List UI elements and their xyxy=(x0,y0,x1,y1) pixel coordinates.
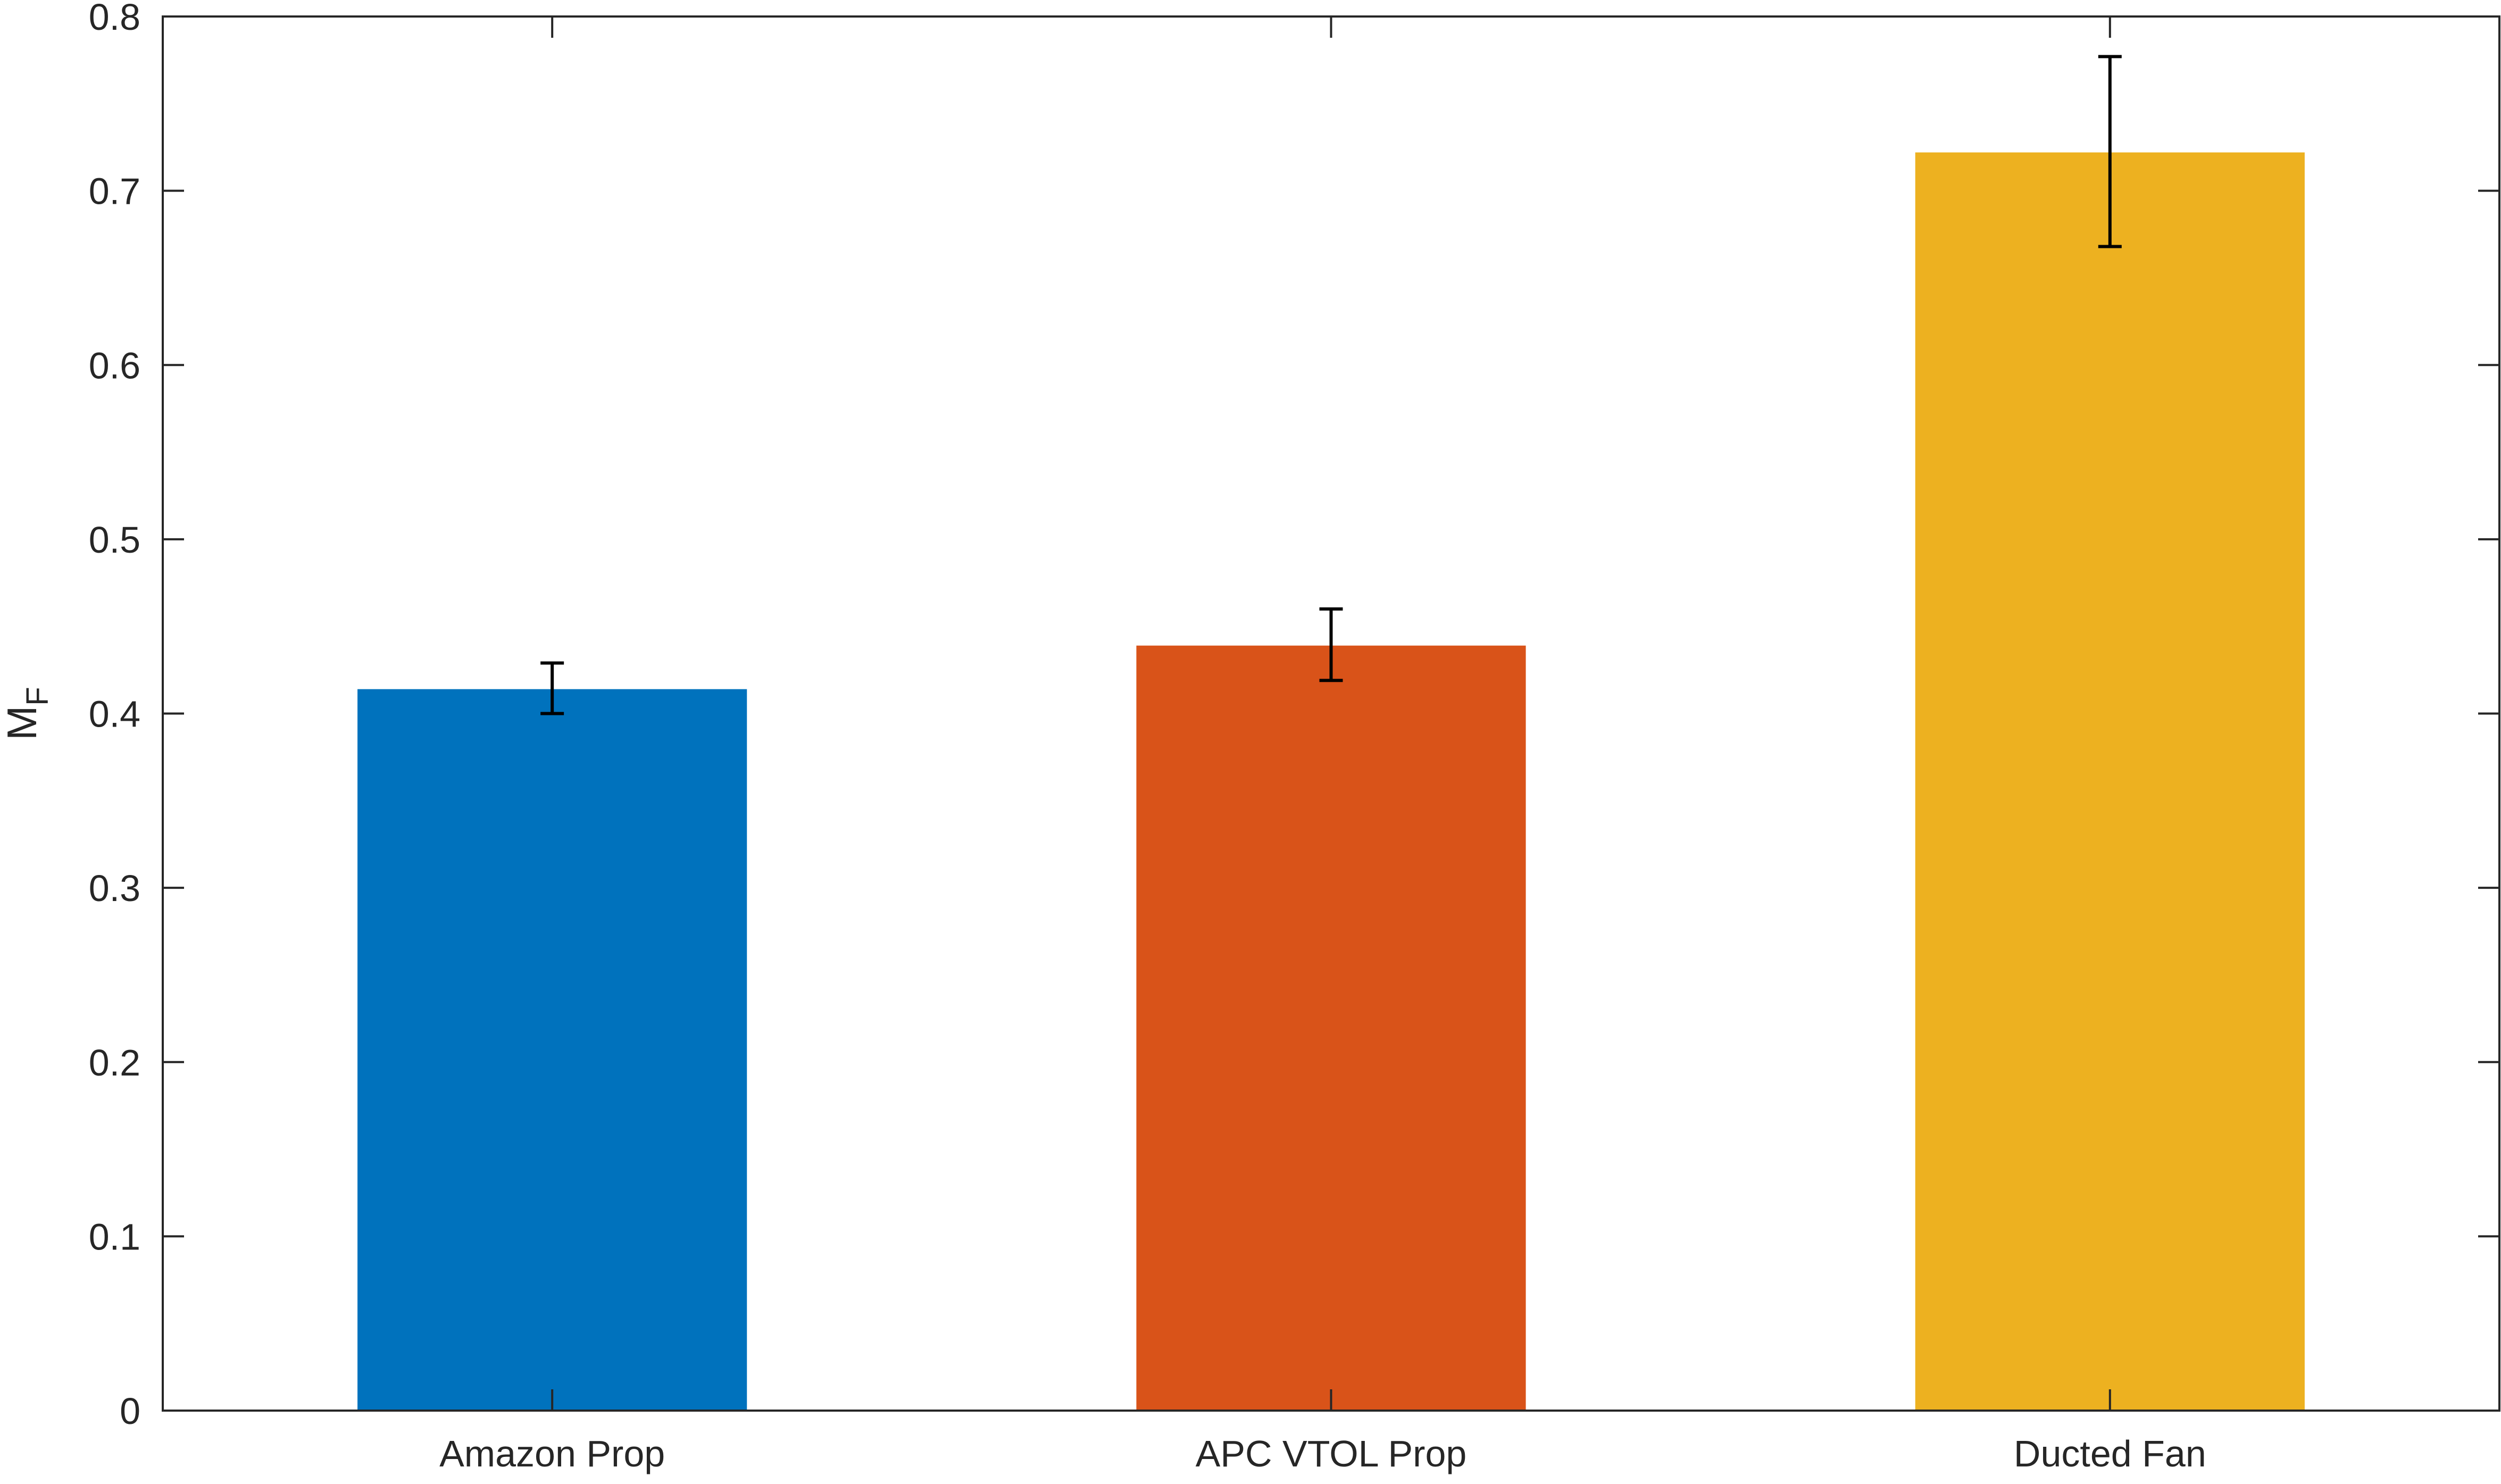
bar-apc-vtol-prop xyxy=(1136,645,1526,1411)
x-tick-labels: Amazon Prop APC VTOL Prop Ducted Fan xyxy=(439,1433,2206,1474)
y-axis-label-subscript: F xyxy=(20,687,55,705)
y-axis-label-main: M xyxy=(0,706,45,740)
y-tick-label: 0 xyxy=(120,1390,140,1432)
x-tick-label-amazon-prop: Amazon Prop xyxy=(439,1433,665,1474)
x-tick-label-ducted-fan: Ducted Fan xyxy=(2014,1433,2206,1474)
error-bars-layer xyxy=(540,55,2122,715)
bar-amazon-prop xyxy=(357,689,747,1411)
error-bar-apc-vtol-prop xyxy=(1319,607,1343,682)
y-tick-label: 0.8 xyxy=(89,0,140,38)
y-tick-label: 0.3 xyxy=(89,868,140,909)
ticks-layer xyxy=(163,15,2499,1412)
y-tick-label: 0.2 xyxy=(89,1042,140,1083)
y-tick-label: 0.6 xyxy=(89,345,140,386)
y-axis-label: MF xyxy=(0,687,55,740)
y-tick-label: 0.7 xyxy=(89,171,140,212)
y-tick-labels: 0 0.1 0.2 0.3 0.4 0.5 0.6 0.7 0.8 xyxy=(89,0,140,1432)
y-tick-label: 0.5 xyxy=(89,519,140,561)
y-tick-label: 0.4 xyxy=(89,694,140,735)
bar-ducted-fan xyxy=(1915,152,2305,1411)
error-bar-ducted-fan xyxy=(2098,55,2122,248)
bars-layer xyxy=(357,152,2305,1411)
error-bar-amazon-prop xyxy=(540,661,564,715)
y-tick-label: 0.1 xyxy=(89,1216,140,1257)
x-tick-label-apc-vtol-prop: APC VTOL Prop xyxy=(1196,1433,1467,1474)
